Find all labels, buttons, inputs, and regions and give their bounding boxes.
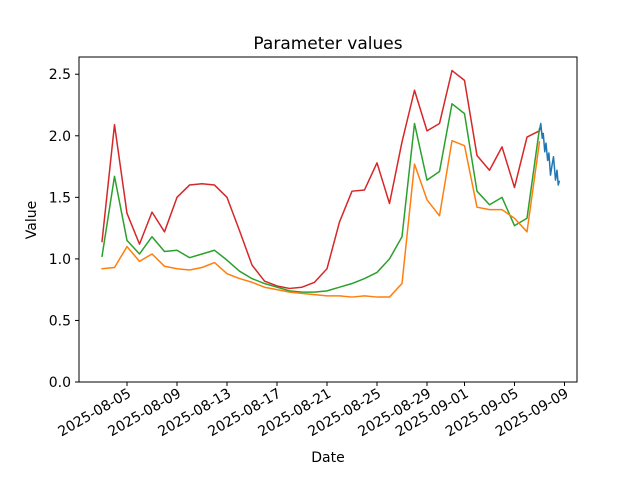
series-blue-line xyxy=(539,122,560,186)
series-red-line xyxy=(101,69,541,290)
y-tick-label: 0.0 xyxy=(49,375,71,391)
x-axis-label: Date xyxy=(311,450,344,466)
y-tick-label: 2.0 xyxy=(49,129,71,145)
chart-title: Parameter values xyxy=(253,34,402,54)
y-tick-label: 0.5 xyxy=(49,313,71,329)
series-green-line xyxy=(101,103,541,293)
y-tick-label: 2.5 xyxy=(49,67,71,83)
series-orange-line xyxy=(101,139,541,298)
plot-border xyxy=(78,56,578,383)
y-tick-label: 1.0 xyxy=(49,252,71,268)
y-axis-label: Value xyxy=(24,201,40,239)
y-tick-label: 1.5 xyxy=(49,190,71,206)
